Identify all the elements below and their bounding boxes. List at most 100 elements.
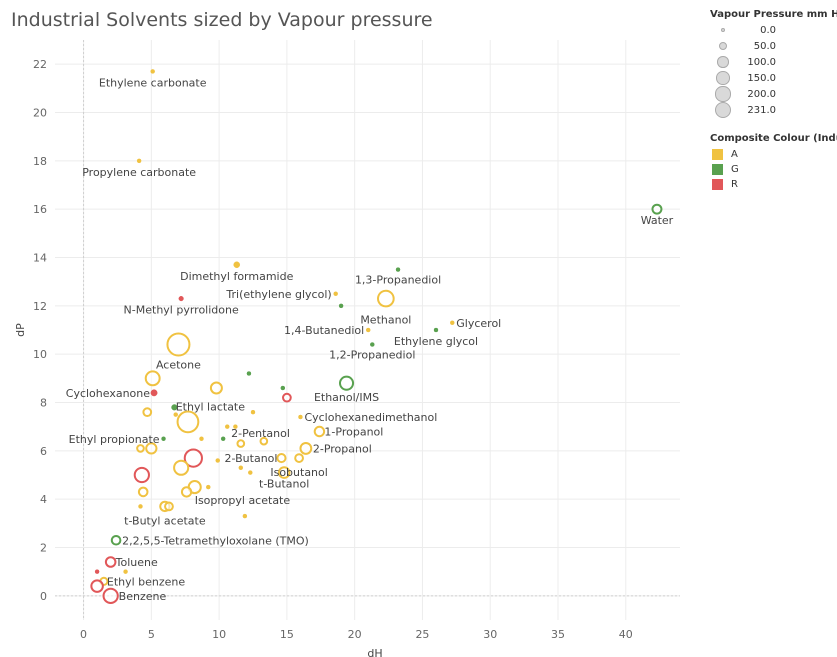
scatter-point[interactable]: [259, 436, 269, 446]
scatter-point[interactable]: [133, 466, 150, 484]
scatter-point[interactable]: [142, 407, 153, 418]
scatter-point[interactable]: [395, 267, 401, 272]
size-legend-title: Vapour Pressure mm Hg: [710, 9, 837, 20]
color-legend-item[interactable]: A: [710, 147, 837, 162]
scatter-point[interactable]: [102, 587, 119, 604]
scatter-point[interactable]: [365, 327, 371, 333]
point-label: Toluene: [115, 556, 158, 569]
scatter-point[interactable]: [166, 332, 191, 357]
size-legend-circle-icon: [721, 28, 725, 32]
scatter-point[interactable]: [280, 385, 286, 391]
scatter-point[interactable]: [276, 453, 287, 464]
scatter-point[interactable]: [250, 409, 256, 415]
scatter-point[interactable]: [370, 342, 375, 347]
point-label: t-Butanol: [259, 478, 309, 491]
scatter-point[interactable]: [150, 389, 158, 397]
point-label: Water: [641, 214, 674, 227]
scatter-point[interactable]: [199, 436, 204, 441]
scatter-point[interactable]: [171, 404, 178, 411]
scatter-point[interactable]: [144, 370, 161, 387]
scatter-point[interactable]: [233, 261, 241, 269]
scatter-point[interactable]: [233, 424, 238, 429]
point-label: 2-Butanol: [225, 452, 278, 465]
scatter-point[interactable]: [164, 501, 174, 512]
scatter-point[interactable]: [209, 381, 223, 395]
x-tick-label: 30: [483, 628, 497, 641]
scatter-point[interactable]: [90, 579, 104, 593]
scatter-point[interactable]: [338, 303, 344, 309]
color-legend-item[interactable]: G: [710, 162, 837, 177]
size-legend-circle-icon: [717, 56, 729, 68]
scatter-point[interactable]: [651, 203, 663, 215]
scatter-point[interactable]: [136, 158, 142, 164]
scatter-point[interactable]: [183, 448, 203, 468]
color-swatch-icon: [712, 179, 723, 190]
y-tick-label: 20: [33, 107, 47, 120]
y-tick-label: 8: [40, 397, 47, 410]
data-labels: Ethylene carbonate Propylene carbonate Wat…: [66, 76, 674, 602]
scatter-point[interactable]: [104, 556, 117, 568]
y-tick-label: 18: [33, 155, 47, 168]
size-legend-item: 0.0: [710, 22, 837, 38]
scatter-point[interactable]: [137, 486, 149, 498]
scatter-point[interactable]: [136, 444, 145, 453]
scatter-point[interactable]: [161, 436, 166, 441]
size-legend-item: 200.0: [710, 86, 837, 102]
scatter-point[interactable]: [298, 414, 303, 420]
axes: 0 5 10 15 20 25 30 35 40 0 2 4 6 8 10 12 14 16 18 20 22 dH dP: [14, 58, 633, 657]
scatter-point[interactable]: [138, 504, 143, 509]
scatter-point[interactable]: [206, 484, 211, 490]
x-tick-label: 40: [619, 628, 633, 641]
point-label: 1,4-Butanediol: [284, 324, 364, 337]
scatter-point[interactable]: [215, 458, 221, 463]
point-label: 2,2,5,5-Tetramethyloxolane (TMO): [122, 534, 309, 547]
scatter-point[interactable]: [377, 289, 395, 308]
scatter-point[interactable]: [246, 371, 252, 376]
point-label: Ethylene glycol: [394, 335, 478, 348]
scatter-point[interactable]: [224, 424, 230, 429]
scatter-point[interactable]: [180, 486, 193, 498]
scatter-point[interactable]: [94, 569, 100, 574]
scatter-point[interactable]: [277, 466, 291, 479]
size-legend-items: 0.0 50.0 100.0 150.0 200.0 231.0: [710, 22, 837, 118]
size-legend-value: 50.0: [753, 40, 776, 52]
size-legend-circle-icon: [715, 86, 731, 102]
scatter-point[interactable]: [220, 436, 226, 441]
data-marks: [90, 69, 663, 604]
scatter-point[interactable]: [450, 320, 455, 325]
scatter-point[interactable]: [238, 465, 244, 470]
y-tick-label: 4: [40, 493, 47, 506]
x-axis-title: dH: [367, 647, 382, 657]
scatter-point[interactable]: [236, 439, 246, 448]
y-tick-label: 10: [33, 348, 47, 361]
scatter-point[interactable]: [173, 412, 178, 417]
scatter-point[interactable]: [294, 453, 304, 463]
scatter-point[interactable]: [178, 296, 184, 302]
scatter-point[interactable]: [433, 327, 439, 333]
chart-title: Industrial Solvents sized by Vapour pres…: [11, 9, 433, 31]
scatter-point[interactable]: [338, 375, 355, 391]
scatter-point[interactable]: [248, 470, 253, 475]
scatter-point[interactable]: [333, 291, 338, 296]
point-label: Acetone: [156, 359, 201, 372]
point-label: 1-Propanol: [324, 426, 383, 439]
point-label: t-Butyl acetate: [124, 514, 206, 527]
point-label: Dimethyl formamide: [180, 270, 293, 283]
point-label: Isobutanol: [270, 466, 327, 479]
scatter-point[interactable]: [299, 442, 313, 455]
size-legend-circle-icon: [718, 41, 728, 51]
color-legend-item[interactable]: R: [710, 177, 837, 192]
scatter-point[interactable]: [150, 69, 155, 74]
size-legend: Vapour Pressure mm Hg 0.0 50.0 100.0 150.0 2…: [710, 9, 837, 118]
scatter-point[interactable]: [173, 459, 190, 476]
size-legend-value: 200.0: [747, 88, 776, 100]
scatter-point[interactable]: [313, 425, 326, 438]
scatter-point[interactable]: [282, 392, 292, 403]
scatter-point[interactable]: [176, 410, 200, 434]
scatter-point[interactable]: [242, 513, 248, 519]
size-legend-item: 150.0: [710, 70, 837, 86]
scatter-point[interactable]: [145, 442, 158, 455]
scatter-point[interactable]: [123, 569, 128, 574]
scatter-point[interactable]: [110, 534, 122, 546]
